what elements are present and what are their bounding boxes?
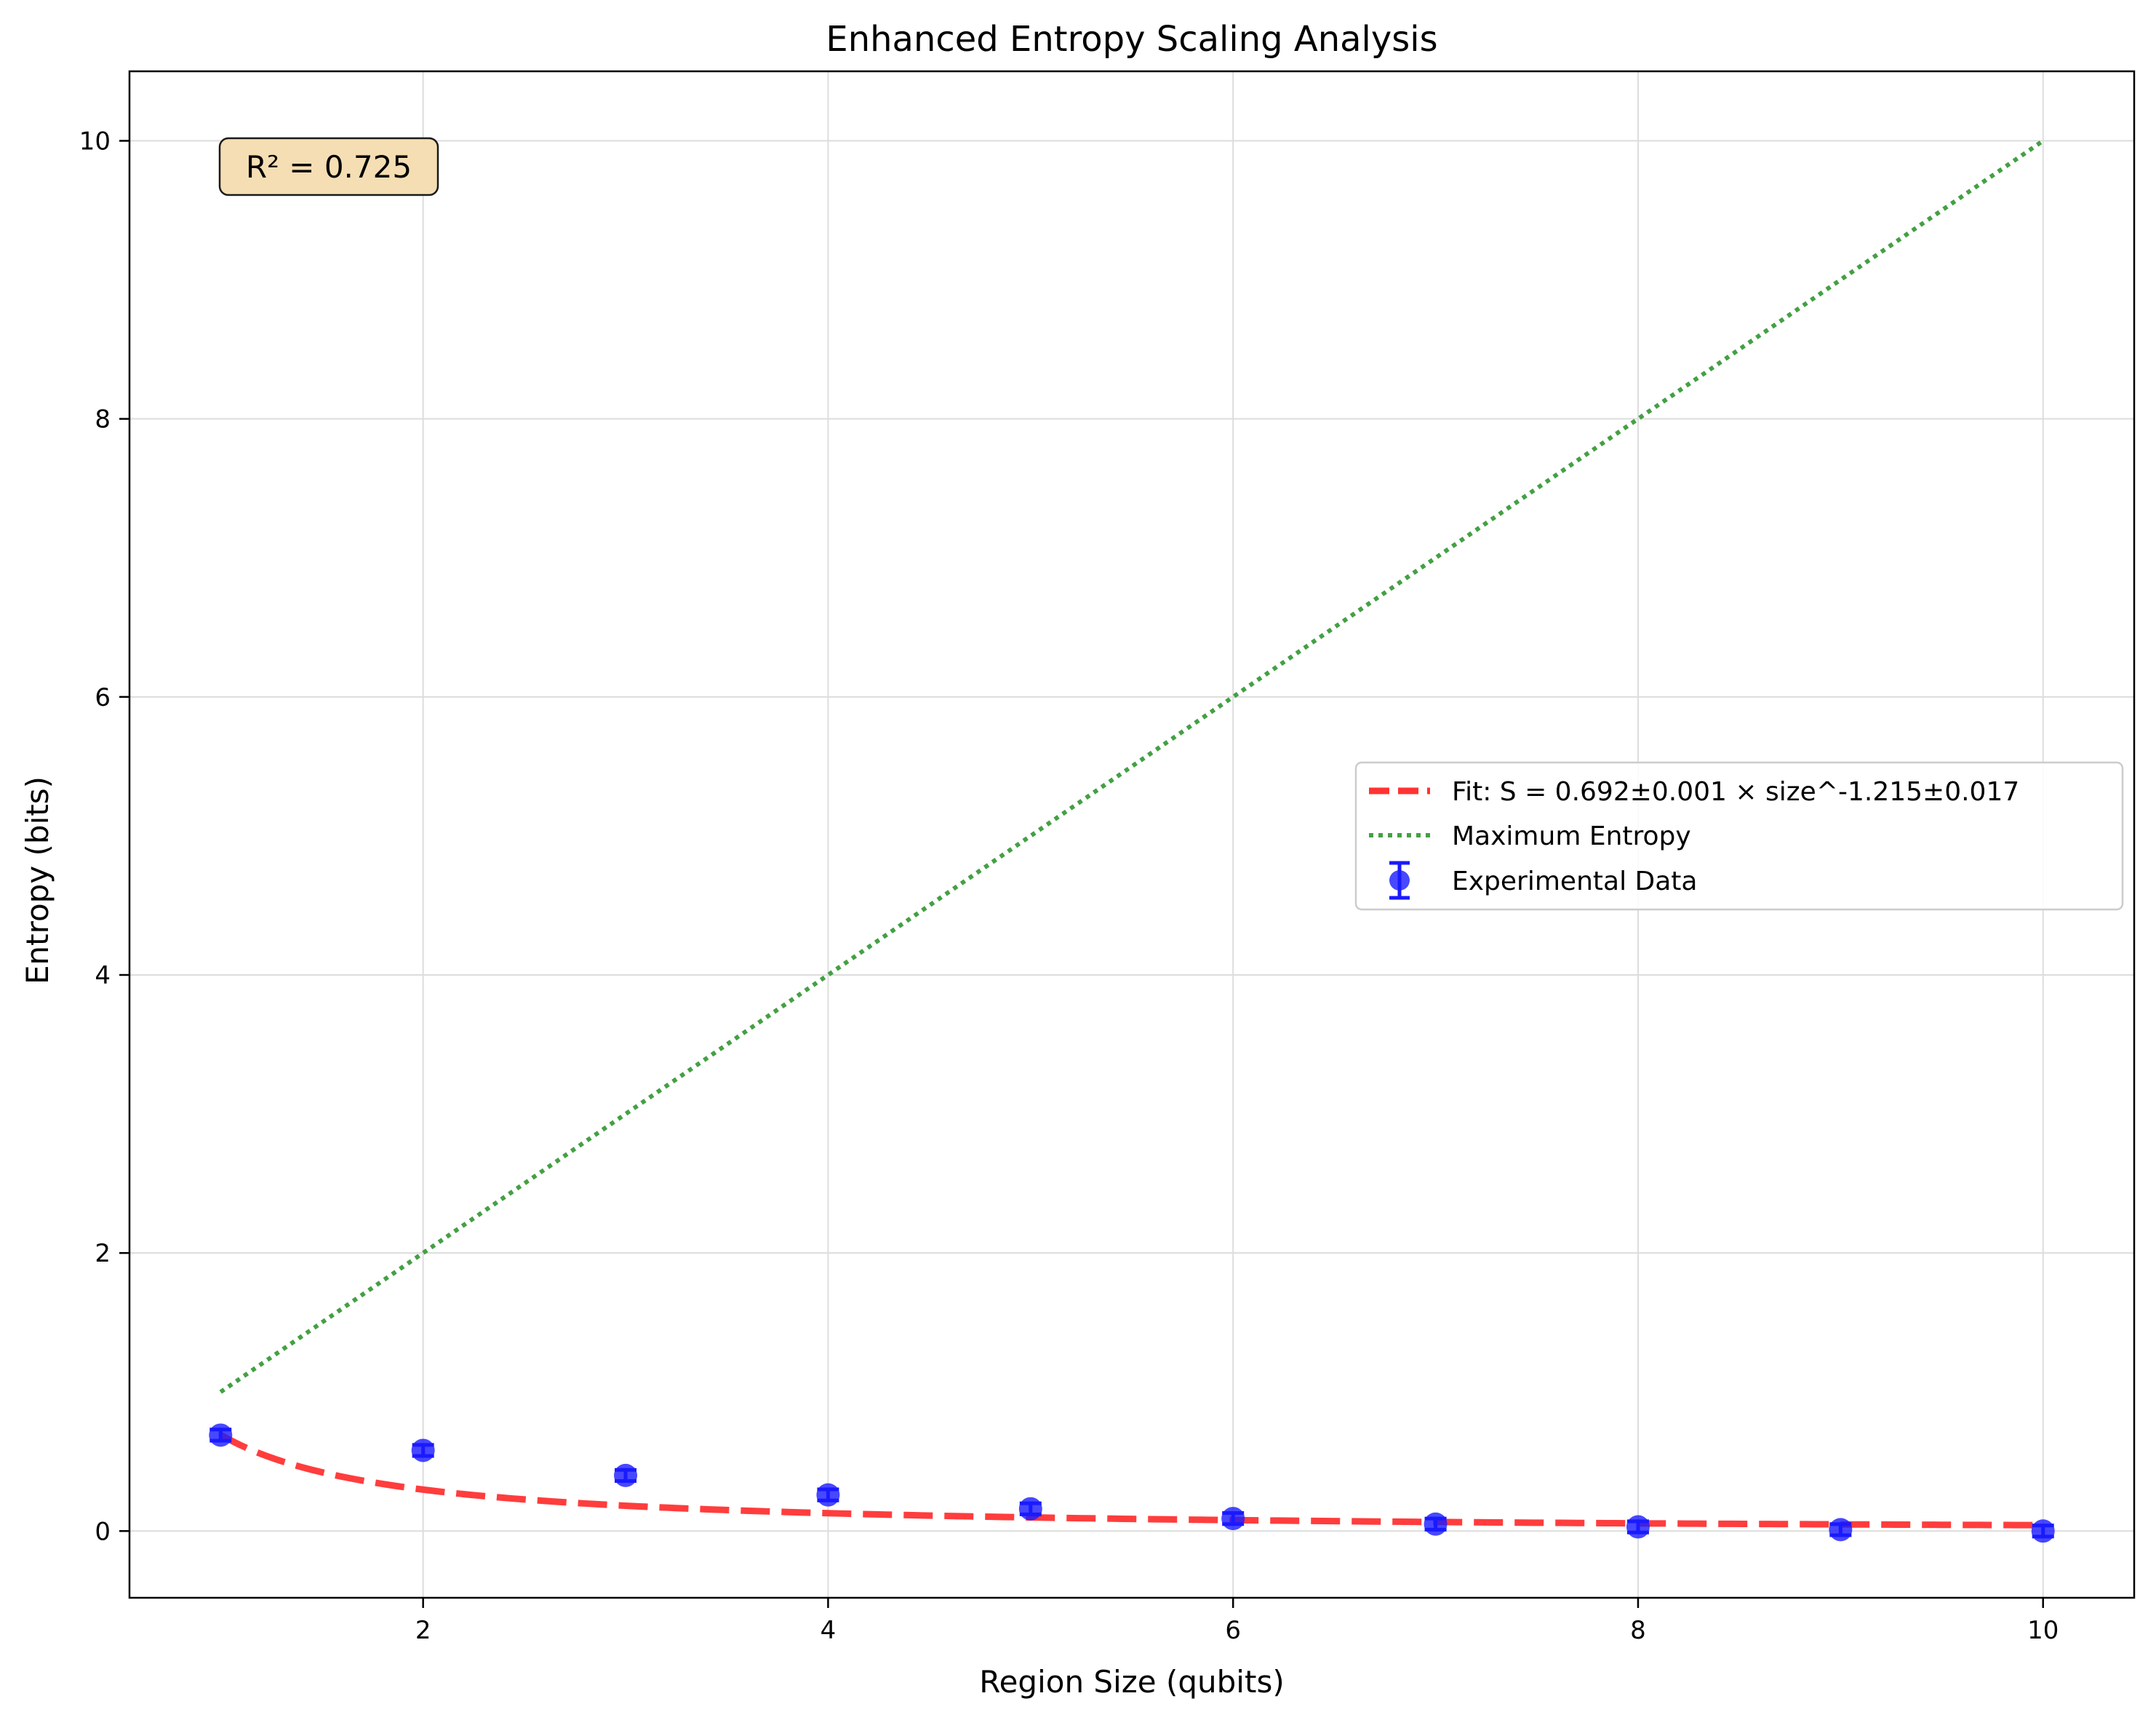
x-tick-label-2: 6: [1225, 1616, 1241, 1645]
legend: Fit: S = 0.692±0.001 × size^-1.215±0.017…: [1354, 761, 2124, 911]
legend-data-swatch: [1389, 861, 1410, 900]
annotation-text: R² = 0.725: [246, 149, 412, 185]
axes-frame: [128, 70, 2136, 1599]
data-marker-8: [1829, 1518, 1853, 1542]
data-point-8: [1829, 1518, 1853, 1542]
x-tick-label-0: 2: [415, 1616, 431, 1645]
data-point-2: [614, 1463, 638, 1487]
y-tick-label-1: 2: [95, 1239, 111, 1268]
fit-curve: [219, 1432, 2043, 1529]
legend-frame: [1354, 761, 2124, 911]
y-axis-label: Entropy (bits): [20, 776, 55, 984]
grid: [129, 71, 2134, 1598]
data-marker-1: [411, 1438, 435, 1462]
data-point-9: [2031, 1519, 2055, 1543]
data-marker-6: [1424, 1512, 1448, 1536]
chart-title: Enhanced Entropy Scaling Analysis: [826, 19, 1437, 60]
data-point-3: [816, 1483, 840, 1507]
y-tick-label-0: 0: [95, 1517, 111, 1546]
legend-fit-label: Fit: S = 0.692±0.001 × size^-1.215±0.017: [1452, 777, 2019, 807]
x-tick-label-4: 10: [2027, 1616, 2059, 1645]
data-marker-0: [209, 1423, 233, 1447]
data-marker-7: [1626, 1515, 1650, 1539]
legend-max-label: Maximum Entropy: [1452, 821, 1691, 851]
r-squared-annotation: R² = 0.725: [218, 137, 439, 196]
data-point-1: [411, 1438, 435, 1462]
y-tick-label-3: 6: [95, 683, 111, 712]
x-axis-label: Region Size (qubits): [979, 1664, 1284, 1700]
data-point-0: [209, 1423, 233, 1447]
data-marker-4: [1018, 1497, 1042, 1521]
x-tick-label-3: 8: [1630, 1616, 1646, 1645]
data-point-4: [1018, 1497, 1042, 1521]
plot-area: [209, 139, 2055, 1543]
annotation-box: [218, 137, 439, 196]
y-tick-label-4: 8: [95, 405, 111, 434]
data-marker-3: [816, 1483, 840, 1507]
data-marker-2: [614, 1463, 638, 1487]
data-point-6: [1424, 1512, 1448, 1536]
data-marker-9: [2031, 1519, 2055, 1543]
y-tick-label-2: 4: [95, 961, 111, 990]
data-point-5: [1221, 1507, 1245, 1531]
data-point-7: [1626, 1515, 1650, 1539]
ticks: 2 4 6 8 10 0 2 4 6 8 10: [79, 127, 2059, 1645]
legend-data-label: Experimental Data: [1452, 867, 1697, 896]
y-tick-label-5: 10: [79, 127, 111, 156]
x-tick-label-1: 4: [821, 1616, 837, 1645]
data-marker-5: [1221, 1507, 1245, 1531]
